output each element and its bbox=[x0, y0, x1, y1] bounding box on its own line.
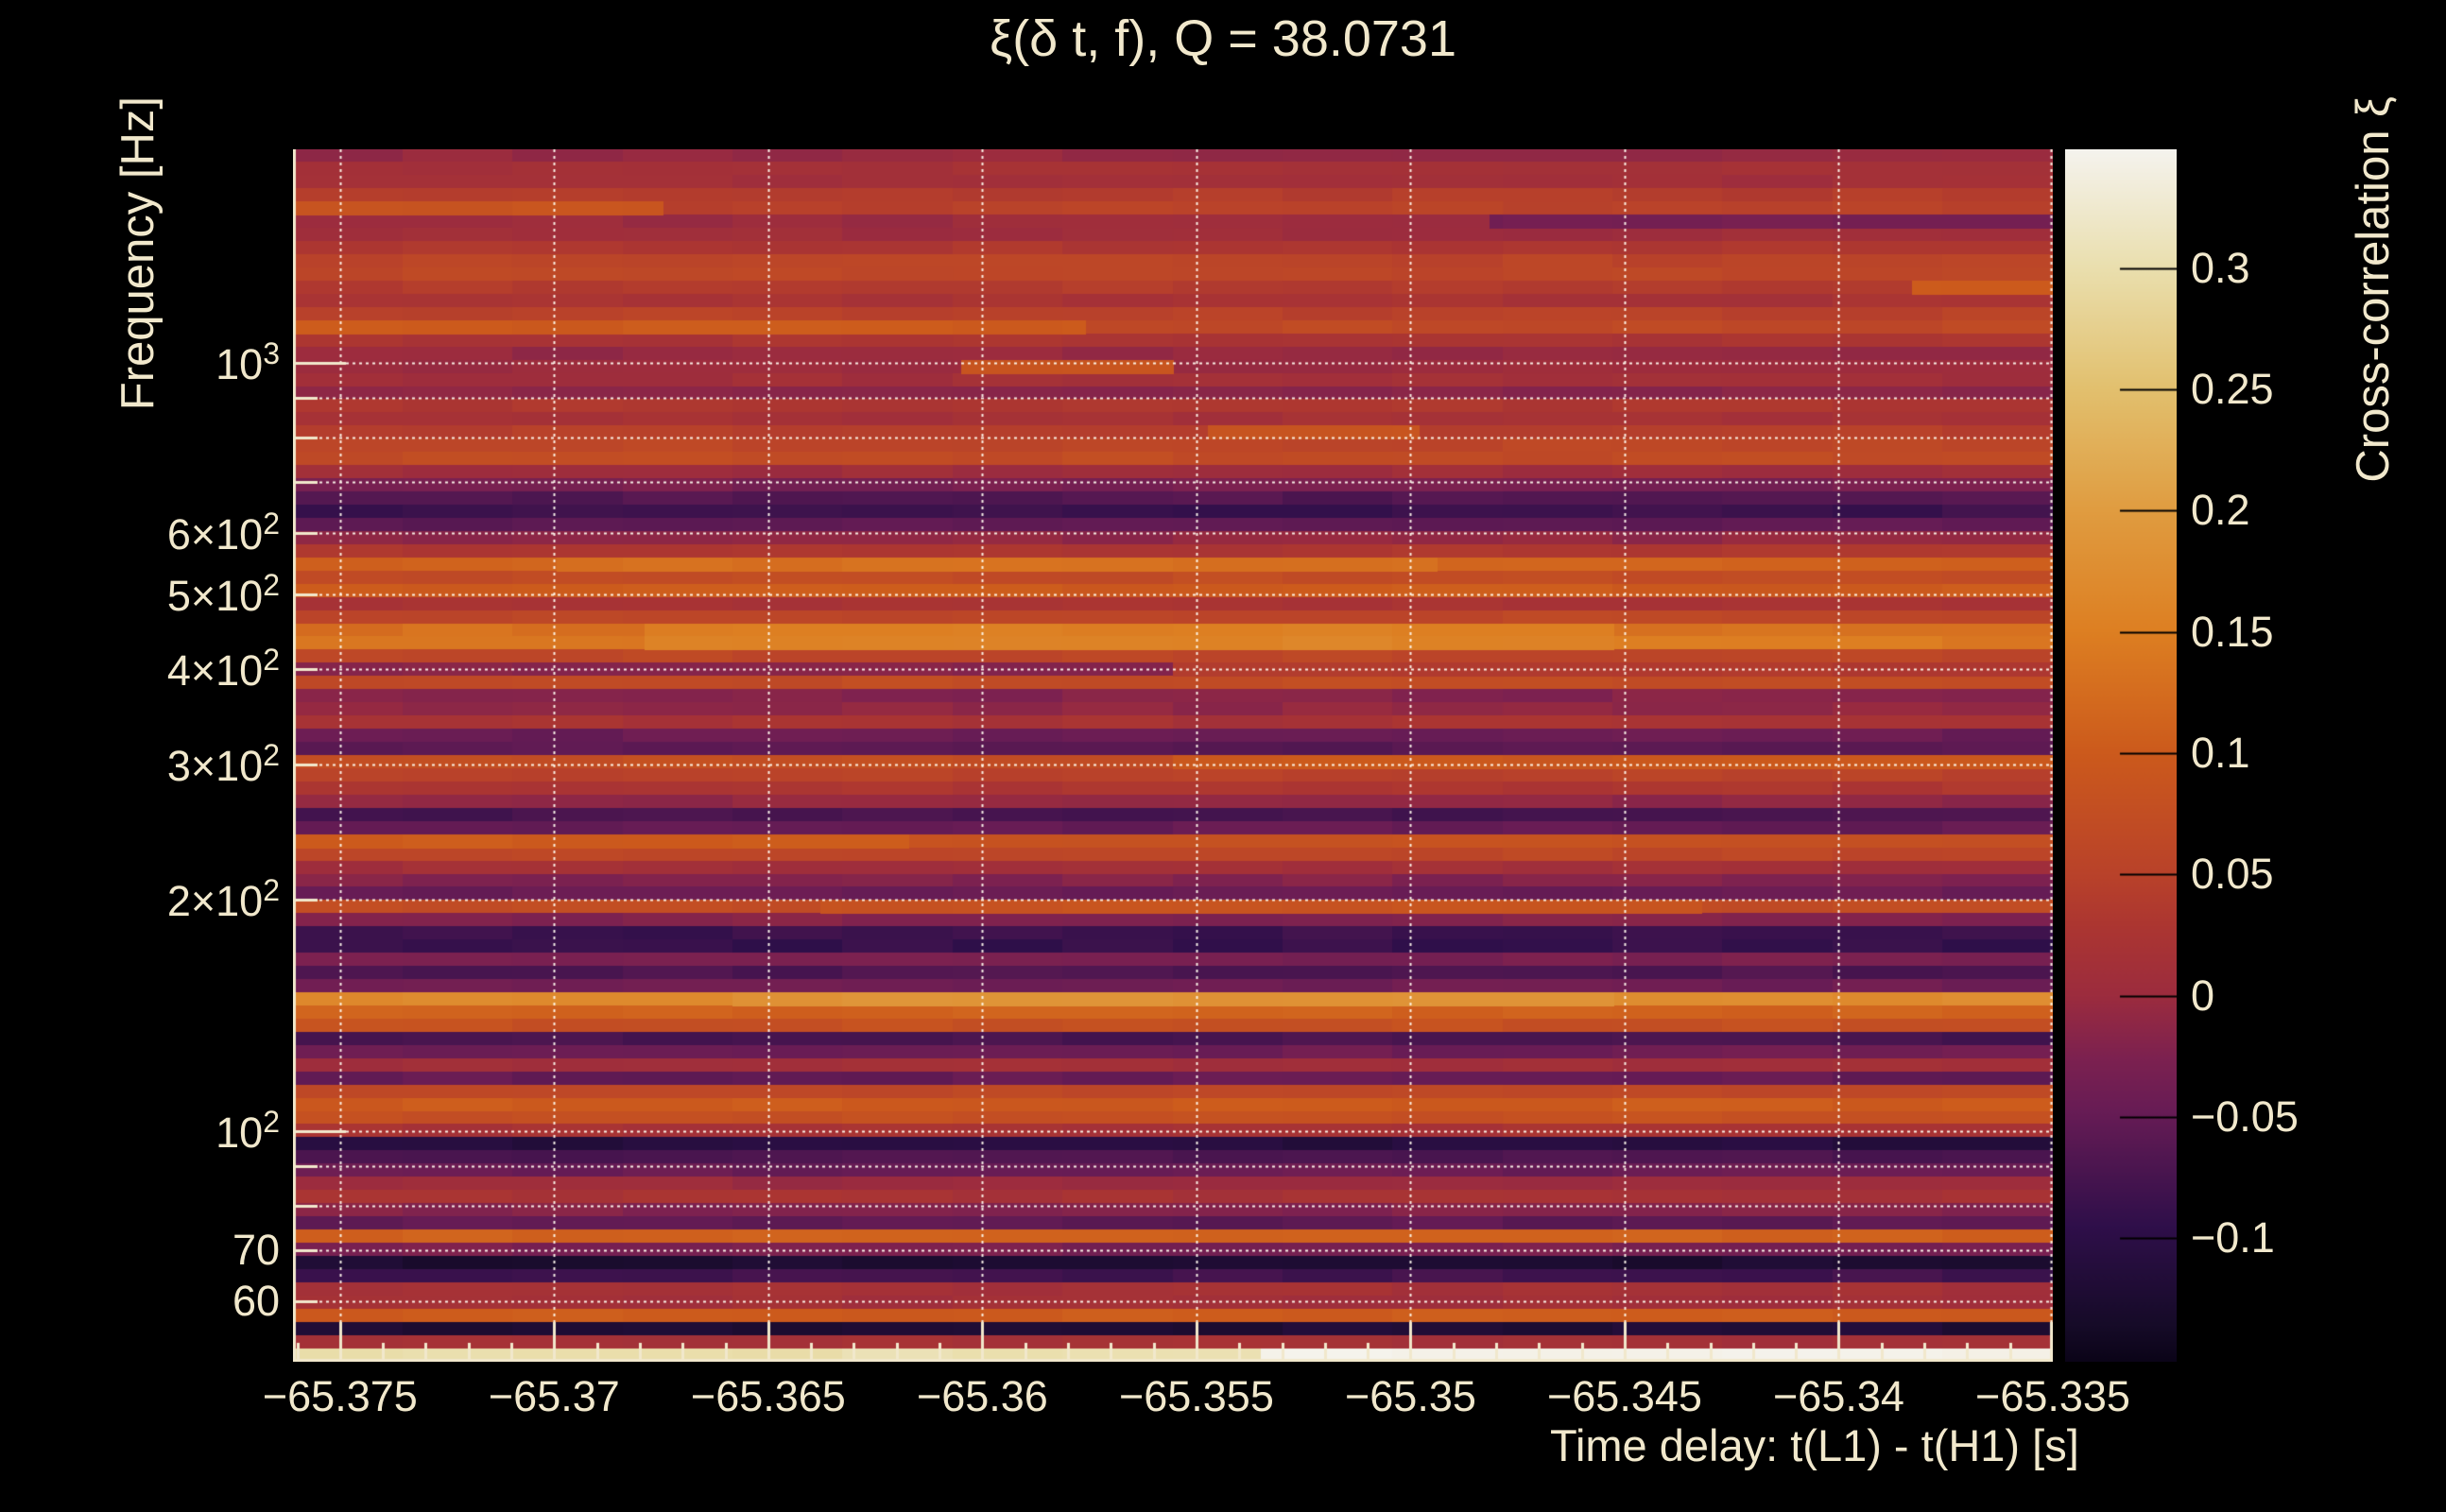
y-tick-label: 102 bbox=[215, 1104, 280, 1157]
colorbar-title-wrap: Cross-correlation ξ bbox=[2292, 96, 2399, 1362]
y-tick-label: 2×102 bbox=[166, 873, 280, 926]
x-tick-label: −65.35 bbox=[1344, 1372, 1476, 1420]
colorbar-tick-label: 0.3 bbox=[2191, 243, 2250, 292]
y-axis-title-wrap: Frequency [Hz] bbox=[57, 96, 164, 1362]
x-tick-label: −65.36 bbox=[916, 1372, 1048, 1420]
x-tick-label: −65.335 bbox=[1975, 1372, 2130, 1420]
y-tick-label: 103 bbox=[215, 336, 280, 389]
y-tick-label: 4×102 bbox=[166, 642, 280, 695]
x-tick-label: −65.345 bbox=[1546, 1372, 1702, 1420]
colorbar-title: Cross-correlation ξ bbox=[2348, 96, 2399, 483]
y-axis-title: Frequency [Hz] bbox=[112, 96, 164, 411]
y-tick-label: 5×102 bbox=[166, 567, 280, 620]
colorbar-canvas bbox=[2065, 149, 2177, 1362]
x-tick-label: −65.375 bbox=[262, 1372, 418, 1420]
colorbar-tick-label: 0.25 bbox=[2191, 365, 2274, 414]
y-tick-label: 3×102 bbox=[166, 738, 280, 791]
x-tick-label: −65.34 bbox=[1773, 1372, 1904, 1420]
chart-title: ξ(δ t, f), Q = 38.0731 bbox=[990, 10, 1456, 67]
colorbar-tick-label: 0.15 bbox=[2191, 607, 2274, 656]
y-tick-label: 6×102 bbox=[166, 507, 280, 559]
x-tick-label: −65.365 bbox=[690, 1372, 846, 1420]
x-tick-label: −65.37 bbox=[488, 1372, 620, 1420]
x-axis-title: Time delay: t(L1) - t(H1) [s] bbox=[1550, 1420, 2079, 1470]
colorbar-tick-label: 0.1 bbox=[2191, 728, 2250, 777]
colorbar-tick-label: 0 bbox=[2191, 971, 2215, 1020]
x-tick-label: −65.355 bbox=[1118, 1372, 1274, 1420]
heatmap-canvas bbox=[293, 149, 2053, 1362]
colorbar-tick-label: 0.2 bbox=[2191, 486, 2250, 535]
colorbar-tick-label: −0.1 bbox=[2191, 1213, 2275, 1263]
colorbar-tick-label: −0.05 bbox=[2191, 1091, 2299, 1141]
y-tick-label: 60 bbox=[232, 1277, 280, 1326]
y-tick-label: 70 bbox=[232, 1225, 280, 1274]
colorbar-tick-label: 0.05 bbox=[2191, 850, 2274, 899]
